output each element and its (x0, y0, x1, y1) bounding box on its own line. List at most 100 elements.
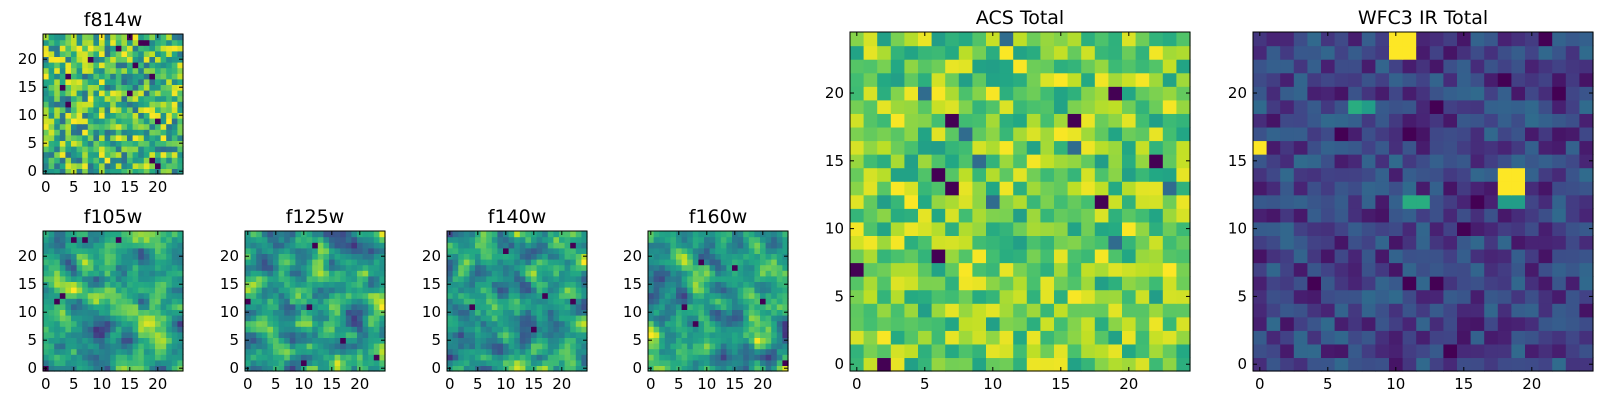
heatmap-cell (295, 253, 302, 260)
x-tick-label: 15 (1051, 375, 1070, 393)
heatmap-cell (553, 247, 560, 254)
heatmap-cell (1389, 86, 1404, 101)
heatmap-cell (379, 264, 386, 271)
heatmap-cell (760, 242, 767, 249)
heatmap-cell (93, 253, 100, 260)
heatmap-cell (497, 354, 504, 361)
heatmap-cell (1122, 235, 1137, 250)
heatmap-cell (357, 275, 364, 282)
heatmap-cell (1081, 181, 1096, 196)
heatmap-cell (904, 343, 919, 359)
heatmap-cell (149, 309, 156, 316)
heatmap-cell (171, 292, 178, 299)
heatmap-cell (1108, 99, 1123, 114)
x-tick-label: 10 (697, 375, 716, 393)
heatmap-cell (863, 99, 878, 114)
heatmap-cell (362, 275, 369, 282)
heatmap-cell (104, 337, 111, 344)
heatmap-cell (765, 259, 772, 266)
heatmap-cell (1497, 357, 1512, 372)
heatmap-cell (76, 264, 83, 271)
heatmap-cell (149, 348, 156, 355)
heatmap-cell (1334, 113, 1349, 128)
y-tick-label: 15 (1228, 152, 1247, 170)
heatmap-cell (48, 253, 55, 260)
heatmap-cell (726, 236, 733, 243)
heatmap-cell (278, 247, 285, 254)
heatmap-cell (1416, 32, 1431, 47)
heatmap-cell (177, 315, 184, 322)
heatmap-cell (160, 162, 167, 169)
heatmap-cell (273, 270, 280, 277)
heatmap-cell (166, 365, 173, 372)
heatmap-cell (1253, 59, 1268, 74)
heatmap-cell (155, 359, 162, 366)
heatmap-cell (760, 303, 767, 310)
heatmap-cell (1552, 316, 1567, 331)
heatmap-cell (877, 59, 892, 74)
x-tick-label: 10 (983, 375, 1002, 393)
heatmap-cell (312, 320, 319, 327)
heatmap-cell (514, 359, 521, 366)
heatmap-cell (670, 343, 677, 350)
heatmap-cell (143, 236, 150, 243)
heatmap-cell (65, 354, 72, 361)
heatmap-cell (1040, 154, 1055, 169)
heatmap-cell (1067, 235, 1082, 250)
heatmap-cell (1402, 167, 1417, 182)
heatmap-cell (542, 365, 549, 372)
heatmap-cell (664, 359, 671, 366)
heatmap-cell (138, 287, 145, 294)
heatmap-cell (1307, 235, 1322, 250)
heatmap-cell (531, 331, 538, 338)
heatmap-cell (692, 242, 699, 249)
heatmap-cell (564, 264, 571, 271)
heatmap-cell (542, 270, 549, 277)
heatmap-cell (1026, 357, 1041, 372)
heatmap-cell (155, 146, 162, 153)
heatmap-cell (71, 264, 78, 271)
heatmap-cell (289, 337, 296, 344)
heatmap-cell (776, 242, 783, 249)
heatmap-cell (519, 331, 526, 338)
heatmap-cell (559, 275, 566, 282)
heatmap-cell (1135, 126, 1150, 142)
heatmap-cell (1334, 140, 1349, 155)
heatmap-cell (1293, 208, 1308, 223)
heatmap-cell (497, 309, 504, 316)
heatmap-cell (765, 292, 772, 299)
heatmap-cell (256, 270, 263, 277)
heatmap-cell (692, 331, 699, 338)
heatmap-cell (250, 287, 257, 294)
heatmap-cell (918, 208, 933, 223)
heatmap-cell (1389, 140, 1404, 155)
heatmap-cell (65, 168, 72, 175)
heatmap-cell (143, 275, 150, 282)
heatmap-cell (1293, 221, 1308, 236)
heatmap-cell (115, 242, 122, 249)
heatmap-cell (329, 315, 336, 322)
heatmap-cell (531, 337, 538, 344)
heatmap-cell (121, 275, 128, 282)
heatmap-cell (653, 354, 660, 361)
heatmap-cell (664, 365, 671, 372)
heatmap-cell (99, 140, 106, 147)
heatmap-cell (575, 354, 582, 361)
heatmap-cell (653, 281, 660, 288)
heatmap-cell (301, 315, 308, 322)
heatmap-cell (267, 236, 274, 243)
heatmap-cell (1108, 59, 1123, 74)
heatmap-cell (121, 231, 128, 238)
heatmap-cell (166, 140, 173, 147)
heatmap-cell (76, 309, 83, 316)
heatmap-cell (104, 168, 111, 175)
heatmap-cell (99, 62, 106, 69)
heatmap-cell (43, 359, 50, 366)
heatmap-cell (525, 337, 532, 344)
heatmap-cell (65, 50, 72, 57)
heatmap-cell (581, 298, 588, 305)
heatmap-cell (340, 281, 347, 288)
heatmap-cell (71, 343, 78, 350)
heatmap-cell (351, 253, 358, 260)
